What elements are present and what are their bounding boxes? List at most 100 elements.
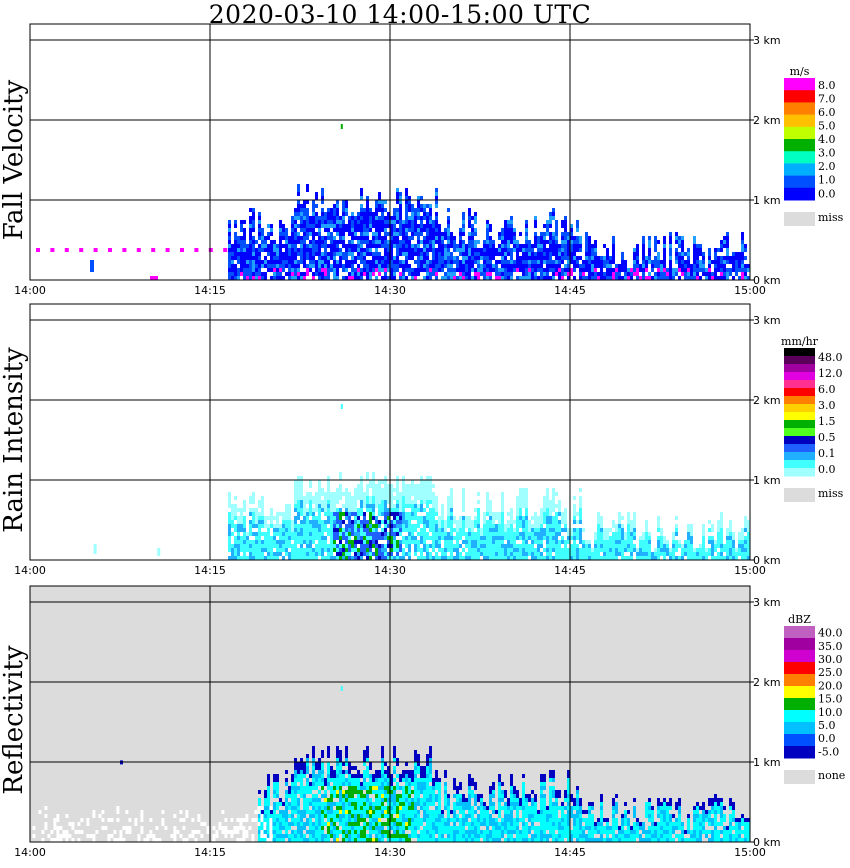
echo-cell — [303, 810, 306, 814]
echo-cell — [315, 192, 318, 196]
echo-cell — [552, 504, 555, 508]
echo-cell — [348, 244, 351, 248]
echo-cell — [420, 256, 423, 260]
echo-cell — [465, 544, 468, 548]
echo-cell — [645, 532, 648, 536]
echo-cell — [552, 492, 555, 496]
echo-cell — [513, 552, 516, 556]
echo-cell — [327, 260, 330, 264]
echo-cell — [354, 216, 357, 220]
echo-cell — [321, 264, 324, 268]
echo-cell — [342, 782, 345, 786]
echo-cell — [306, 216, 309, 220]
echo-cell — [366, 524, 369, 528]
echo-cell — [561, 536, 564, 540]
echo-cell — [423, 276, 426, 280]
echo-cell — [477, 492, 480, 496]
echo-cell — [264, 838, 267, 842]
echo-cell — [321, 544, 324, 548]
echo-cell — [264, 244, 267, 248]
echo-cell — [459, 544, 462, 548]
echo-cell — [372, 260, 375, 264]
echo-cell — [720, 556, 723, 560]
echo-cell — [405, 782, 408, 786]
echo-cell — [252, 240, 255, 244]
echo-cell — [303, 774, 306, 778]
echo-cell — [411, 488, 414, 492]
echo-cell — [606, 548, 609, 552]
echo-cell — [288, 508, 291, 512]
echo-cell — [136, 248, 141, 252]
echo-cell — [369, 806, 372, 810]
echo-cell — [384, 810, 387, 814]
echo-cell — [237, 520, 240, 524]
echo-cell — [411, 232, 414, 236]
echo-cell — [636, 260, 639, 264]
echo-cell — [633, 528, 636, 532]
echo-cell — [588, 236, 591, 240]
echo-cell — [267, 236, 270, 240]
echo-cell — [303, 798, 306, 802]
echo-cell — [369, 264, 372, 268]
echo-cell — [426, 512, 429, 516]
echo-cell — [708, 268, 711, 272]
echo-cell — [741, 240, 744, 244]
colorbar-swatch — [784, 356, 815, 365]
echo-cell — [369, 260, 372, 264]
echo-cell — [639, 544, 642, 548]
echo-cell — [588, 272, 591, 276]
echo-cell — [393, 496, 396, 500]
echo-cell — [327, 528, 330, 532]
echo-cell — [606, 260, 609, 264]
echo-cell — [591, 272, 594, 276]
echo-cell — [309, 520, 312, 524]
echo-cell — [402, 488, 405, 492]
echo-cell — [402, 504, 405, 508]
echo-cell — [348, 504, 351, 508]
echo-cell — [537, 540, 540, 544]
echo-cell — [285, 264, 288, 268]
echo-cell — [318, 766, 321, 770]
echo-cell — [366, 212, 369, 216]
echo-cell — [387, 782, 390, 786]
echo-cell — [411, 540, 414, 544]
echo-cell — [276, 516, 279, 520]
echo-cell — [246, 276, 249, 280]
echo-cell — [564, 264, 567, 268]
echo-cell — [531, 268, 534, 272]
echo-cell — [723, 276, 726, 280]
echo-cell — [264, 260, 267, 264]
echo-cell — [297, 822, 300, 826]
echo-cell — [294, 208, 297, 212]
echo-cell — [300, 248, 303, 252]
echo-cell — [372, 268, 375, 272]
echo-cell — [543, 500, 546, 504]
echo-cell — [528, 520, 531, 524]
echo-cell — [711, 276, 714, 280]
echo-cell — [333, 272, 336, 276]
echo-cell — [396, 492, 399, 496]
echo-cell — [438, 532, 441, 536]
echo-cell — [447, 524, 450, 528]
echo-cell — [336, 782, 339, 786]
echo-cell — [438, 260, 441, 264]
echo-cell — [297, 548, 300, 552]
echo-cell — [357, 770, 360, 774]
echo-cell — [384, 208, 387, 212]
echo-cell — [507, 548, 510, 552]
echo-cell — [336, 520, 339, 524]
echo-cell — [543, 516, 546, 520]
echo-cell — [288, 528, 291, 532]
echo-cell — [564, 236, 567, 240]
colorbar-label: 12.0 — [818, 367, 843, 380]
echo-cell — [336, 810, 339, 814]
echo-cell — [315, 204, 318, 208]
echo-cell — [384, 228, 387, 232]
echo-cell — [405, 524, 408, 528]
echo-cell — [279, 236, 282, 240]
echo-cell — [360, 236, 363, 240]
echo-cell — [285, 260, 288, 264]
echo-cell — [234, 224, 237, 228]
echo-cell — [252, 516, 255, 520]
echo-cell — [309, 240, 312, 244]
